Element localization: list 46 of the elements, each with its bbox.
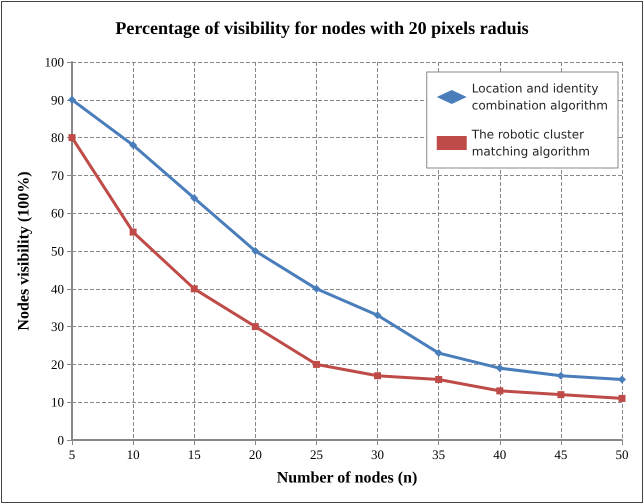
point (251, 247, 260, 255)
point (312, 284, 320, 293)
point (190, 194, 198, 202)
point (557, 391, 564, 398)
point (190, 285, 198, 292)
chart-title: Percentage of visibility for nodes with 20 pixels raduis (115, 18, 529, 38)
x-tick-label: 15 (188, 447, 201, 462)
point (618, 376, 626, 384)
y-tick-label: 100 (44, 54, 64, 70)
x-tick-label: 45 (554, 447, 568, 462)
x-axis-title: Number of nodes (n) (276, 470, 418, 486)
point (130, 228, 137, 236)
x-tick-label: 30 (371, 447, 384, 462)
x-tick-label: 50 (616, 447, 628, 462)
x-tick-label: 5 (68, 447, 76, 462)
x-tick-label: 20 (248, 447, 262, 462)
point (68, 96, 76, 104)
y-tick-label: 20 (51, 356, 64, 372)
x-tick-label: 25 (310, 447, 323, 462)
y-tick-label: 30 (51, 319, 64, 334)
y-tick-label: 10 (51, 394, 64, 410)
point (252, 323, 259, 330)
x-tick-label: 10 (126, 447, 140, 462)
y-tick-label: 40 (51, 281, 64, 296)
y-tick-label: 50 (51, 244, 64, 258)
y-tick-label: 0 (58, 432, 64, 448)
y-tick-label: 90 (51, 92, 64, 108)
point (312, 360, 320, 368)
point (68, 134, 76, 142)
x-tick-label: 40 (493, 447, 506, 462)
y-tick-label: 70 (51, 168, 64, 183)
point (374, 372, 382, 380)
point (374, 311, 382, 320)
point (434, 349, 443, 358)
x-tick-label: 35 (432, 447, 446, 462)
point (129, 141, 138, 150)
point (435, 376, 442, 384)
y-tick-label: 60 (51, 206, 64, 221)
point (496, 364, 504, 372)
y-axis-title: Nodes visibility (100%) (16, 171, 32, 331)
point (556, 372, 565, 380)
point (496, 387, 504, 394)
point (618, 394, 626, 402)
legend-label: Location and identity combination algorithm (472, 82, 608, 112)
legend-label: The robotic cluster matching algorithm (470, 128, 590, 158)
y-tick-label: 80 (51, 130, 64, 146)
